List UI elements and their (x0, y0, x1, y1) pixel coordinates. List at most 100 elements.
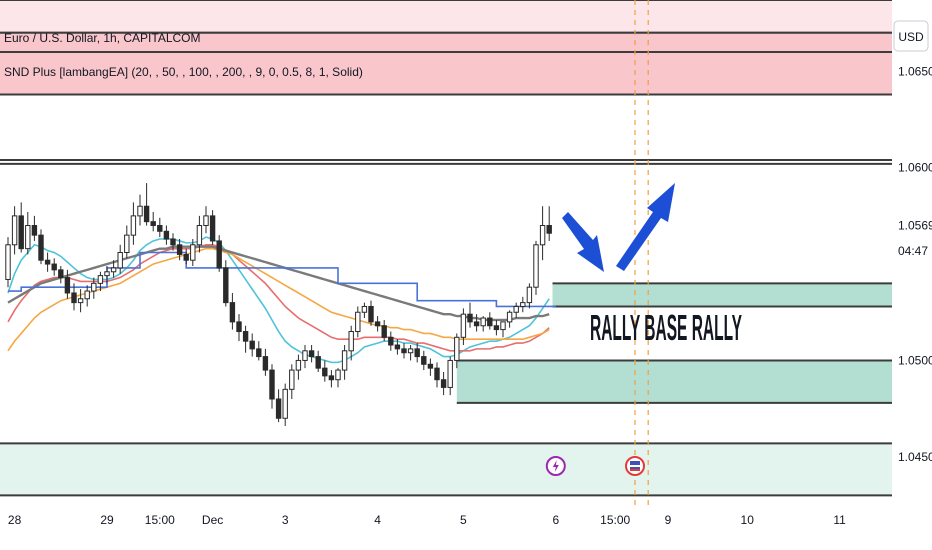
candle-body[interactable] (407, 348, 414, 354)
candle-body[interactable] (143, 205, 150, 223)
candle-body[interactable] (229, 302, 236, 323)
candle-body[interactable] (500, 321, 506, 331)
candle-body[interactable] (322, 367, 328, 377)
candle-body[interactable] (110, 267, 117, 273)
candle-body[interactable] (262, 356, 269, 371)
indicator-legend[interactable]: SND Plus [lambangEA] (20, , 50, , 100, ,… (4, 65, 363, 79)
candle-body[interactable] (355, 311, 361, 333)
candle-body[interactable] (137, 205, 143, 217)
candle-body[interactable] (308, 350, 315, 358)
zone-supply[interactable] (0, 0, 892, 33)
zone-supply[interactable] (0, 32, 892, 53)
candle-body[interactable] (176, 244, 183, 255)
candle-body[interactable] (5, 244, 11, 280)
candle-body[interactable] (249, 340, 255, 350)
candle-body[interactable] (520, 302, 526, 307)
candle-body[interactable] (414, 348, 420, 358)
zone-demand[interactable] (552, 283, 893, 307)
candle-body[interactable] (388, 336, 394, 346)
candle-body[interactable] (196, 225, 203, 246)
candle-body[interactable] (77, 298, 84, 304)
annotation-arrows[interactable] (562, 183, 675, 272)
candle-body[interactable] (440, 379, 447, 388)
candle-body[interactable] (315, 356, 321, 369)
candle-body[interactable] (427, 363, 434, 369)
candle-body[interactable] (58, 269, 64, 279)
candle-body[interactable] (51, 263, 57, 271)
candle-body[interactable] (487, 317, 493, 327)
candle-body[interactable] (150, 221, 156, 227)
zone-demand[interactable] (456, 360, 892, 403)
candle-body[interactable] (64, 277, 71, 294)
candle-body[interactable] (513, 305, 519, 313)
candle-body[interactable] (183, 253, 189, 261)
candle-body[interactable] (209, 215, 216, 242)
candle-body[interactable] (473, 321, 480, 327)
zone-supply[interactable] (0, 159, 892, 164)
zone-demand_light[interactable] (0, 443, 892, 496)
candle-body[interactable] (546, 225, 552, 234)
candle-body[interactable] (269, 369, 275, 400)
candle-body[interactable] (71, 292, 77, 304)
candle-body[interactable] (38, 234, 44, 261)
candle-body[interactable] (11, 215, 18, 246)
candle-body[interactable] (467, 313, 473, 323)
candle-body[interactable] (454, 336, 460, 361)
symbol-legend[interactable]: Euro / U.S. Dollar, 1h, CAPITALCOM (4, 31, 201, 45)
candle-body[interactable] (526, 286, 533, 304)
candle-body[interactable] (328, 375, 335, 381)
candle-body[interactable] (335, 369, 341, 381)
lightning-event-icon[interactable] (545, 456, 566, 476)
zone-supply[interactable] (0, 52, 892, 95)
candle-body[interactable] (157, 225, 163, 232)
candle-body[interactable] (44, 259, 51, 265)
candle-body[interactable] (533, 244, 539, 288)
price-scale[interactable]: USD 04:47 1.06500 1.06000 1.05699 1.05000 1.… (892, 0, 932, 505)
candle-body[interactable] (447, 359, 453, 388)
currency-badge[interactable] (893, 20, 929, 52)
candle-body[interactable] (256, 348, 262, 358)
candle-body[interactable] (25, 225, 31, 250)
candle-body[interactable] (104, 271, 110, 277)
candle-body[interactable] (203, 215, 209, 227)
candle-body[interactable] (97, 275, 104, 284)
candle-body[interactable] (124, 234, 130, 253)
candle-body[interactable] (216, 240, 222, 269)
candle-body[interactable] (170, 238, 176, 246)
candle-body[interactable] (130, 215, 137, 236)
candle-body[interactable] (18, 215, 24, 250)
candles[interactable] (5, 183, 552, 426)
candle-body[interactable] (295, 359, 302, 371)
candle-body[interactable] (421, 356, 427, 365)
candle-body[interactable] (275, 398, 282, 419)
candle-body[interactable] (341, 350, 348, 371)
candle-body[interactable] (394, 344, 401, 350)
candle-body[interactable] (302, 350, 308, 361)
up-arrow-icon[interactable] (616, 183, 675, 271)
candle-body[interactable] (361, 305, 368, 313)
candle-body[interactable] (117, 252, 123, 269)
candle-body[interactable] (493, 325, 500, 331)
candle-body[interactable] (348, 331, 354, 352)
candle-body[interactable] (460, 313, 467, 338)
candle-body[interactable] (31, 225, 38, 236)
candle-body[interactable] (539, 225, 546, 246)
candle-body[interactable] (242, 331, 249, 342)
candle-body[interactable] (223, 267, 229, 304)
candle-body[interactable] (282, 388, 288, 419)
us-flag-event-icon[interactable] (625, 456, 645, 476)
candle-body[interactable] (84, 290, 90, 300)
candle-body[interactable] (91, 282, 97, 292)
candle-body[interactable] (480, 317, 486, 327)
candle-body[interactable] (190, 244, 196, 261)
candle-body[interactable] (434, 367, 440, 381)
candle-body[interactable] (289, 369, 295, 390)
candle-body[interactable] (368, 305, 374, 323)
candle-body[interactable] (401, 348, 407, 354)
candle-body[interactable] (163, 230, 170, 240)
event-icons[interactable] (545, 456, 645, 476)
time-scale[interactable]: 28 29 15:00 Dec 3 4 5 6 15:00 9 10 11 (0, 505, 932, 550)
down-arrow-icon[interactable] (562, 212, 604, 272)
candle-body[interactable] (506, 311, 513, 323)
